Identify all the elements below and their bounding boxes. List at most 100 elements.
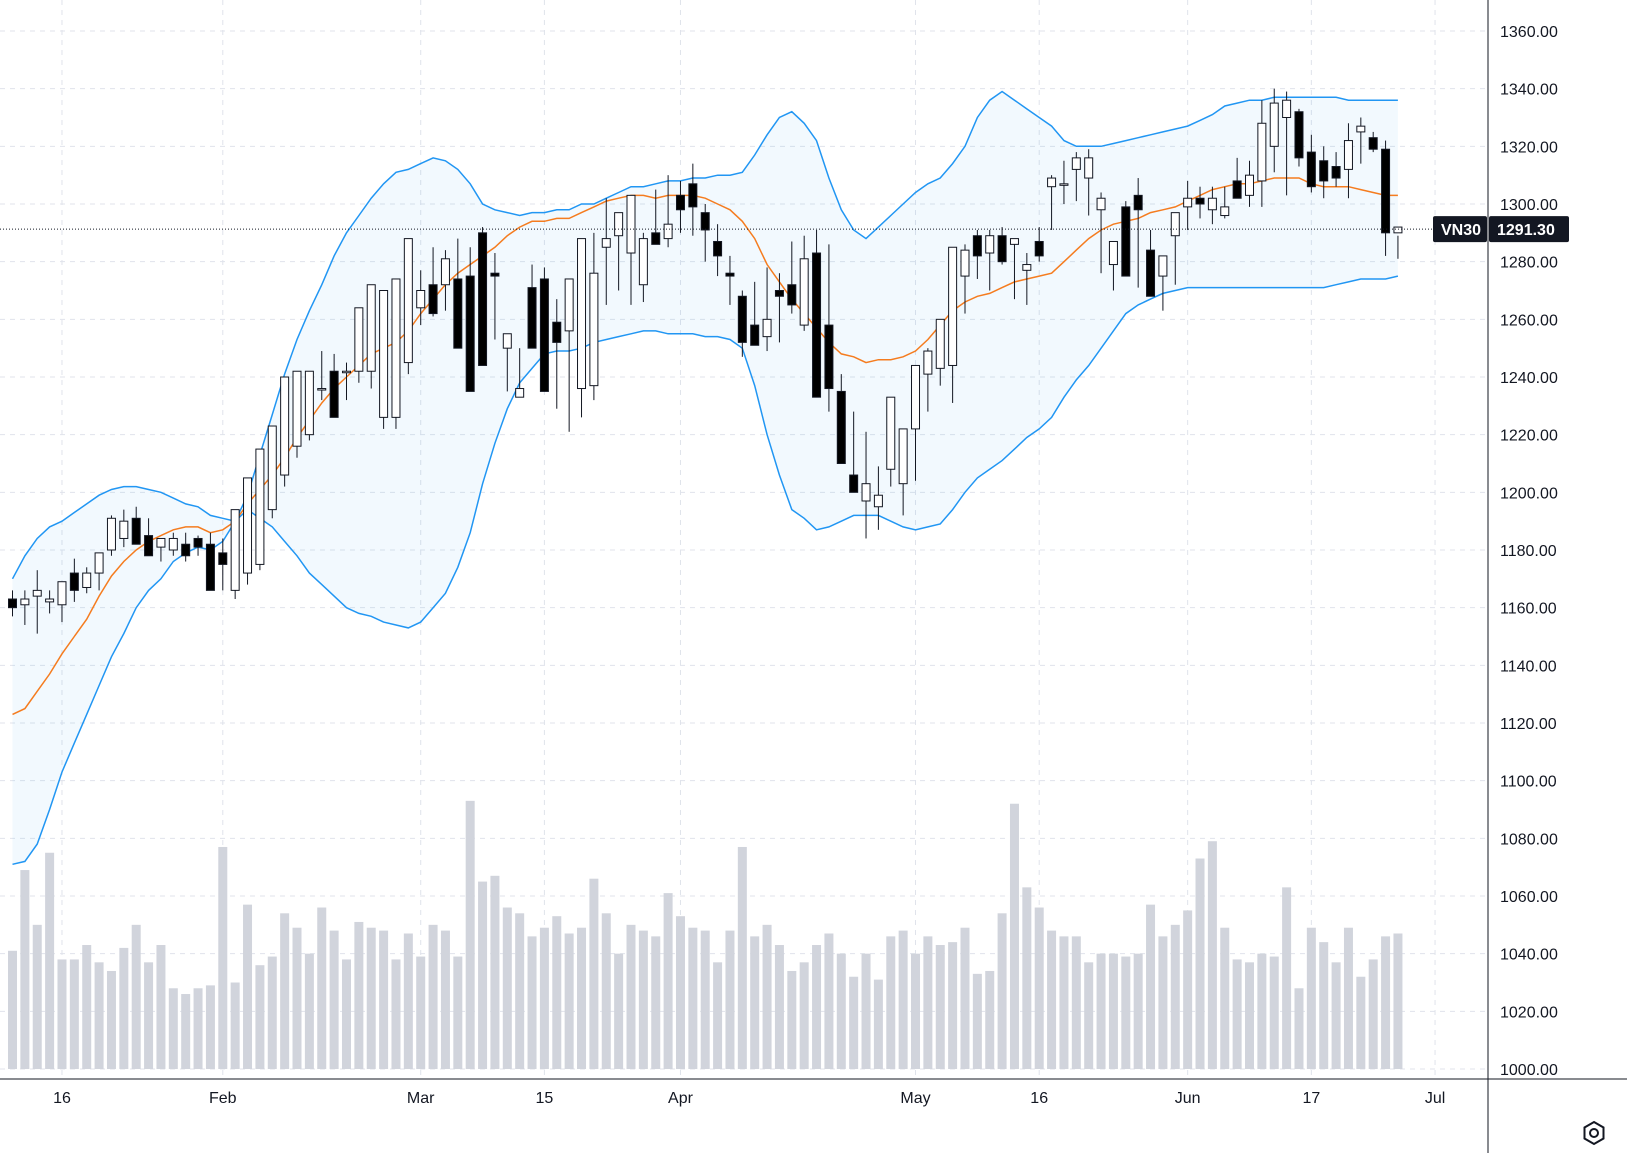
candle — [106, 515, 116, 556]
candle — [82, 567, 92, 594]
volume-bar — [230, 982, 240, 1069]
candle-body — [1381, 148, 1391, 234]
candle — [799, 235, 809, 331]
volume-bar — [317, 907, 327, 1069]
volume-bar — [1343, 927, 1353, 1069]
candle-body — [577, 238, 587, 390]
candle-body — [354, 307, 364, 372]
volume-bar — [156, 945, 166, 1069]
candle — [972, 229, 982, 279]
volume-bar — [168, 988, 178, 1069]
candle — [638, 232, 648, 303]
candle — [985, 229, 995, 291]
candle — [1183, 180, 1193, 230]
x-tick-label: 15 — [536, 1090, 554, 1107]
candle-body — [1158, 255, 1168, 277]
volume-bar — [1245, 962, 1254, 1069]
candle — [515, 348, 525, 398]
candle-body — [366, 284, 376, 372]
candle-body — [873, 494, 883, 508]
candle-body — [205, 543, 215, 591]
candle — [218, 538, 228, 591]
volume-bar — [205, 985, 215, 1069]
volume-bar — [935, 945, 945, 1069]
x-tick-label: Feb — [209, 1090, 237, 1107]
candle — [1343, 123, 1353, 199]
candle — [465, 247, 475, 392]
candle — [663, 175, 673, 248]
volume-bar — [1158, 936, 1168, 1069]
candle — [1009, 238, 1019, 300]
candle-body — [32, 589, 42, 597]
candle-body — [94, 552, 104, 574]
chart-settings-button[interactable] — [1578, 1117, 1610, 1149]
candle-body — [1356, 125, 1366, 133]
candle-body — [1183, 197, 1193, 208]
candle — [1257, 100, 1267, 207]
candle-body — [156, 537, 166, 548]
volume-bar — [700, 930, 710, 1069]
candle — [391, 278, 401, 429]
candle-body — [1294, 111, 1304, 159]
candle — [428, 247, 438, 317]
volume-bar — [465, 800, 475, 1069]
x-tick-label: May — [900, 1090, 930, 1107]
candle — [911, 364, 921, 481]
candle-body — [824, 324, 834, 390]
y-tick-label: 1300.00 — [1500, 197, 1558, 214]
volume-bar — [292, 927, 302, 1069]
volume-bar — [601, 913, 611, 1069]
candle-body — [1108, 240, 1118, 266]
candle — [1146, 229, 1156, 297]
y-tick-label: 1220.00 — [1500, 428, 1558, 445]
candle-body — [440, 258, 450, 286]
volume-bar — [985, 970, 995, 1069]
volume-bar — [391, 959, 401, 1069]
candle — [32, 570, 42, 634]
candle — [836, 374, 846, 464]
volume-bar — [280, 913, 290, 1069]
candle — [181, 532, 191, 562]
volume-bar — [725, 930, 735, 1069]
volume-bar — [861, 953, 871, 1069]
candle — [1356, 117, 1366, 164]
volume-bar — [614, 953, 624, 1069]
y-tick-label: 1080.00 — [1500, 831, 1558, 848]
volume-bar — [1084, 962, 1094, 1069]
candle — [750, 281, 760, 346]
y-tick-label: 1020.00 — [1500, 1004, 1558, 1021]
band-fill — [12, 91, 1398, 865]
settings-icon — [1583, 1120, 1605, 1146]
candle — [1170, 212, 1180, 285]
candle-body — [663, 223, 673, 240]
x-tick-label: 16 — [53, 1090, 71, 1107]
candle — [1034, 227, 1044, 262]
y-tick-label: 1060.00 — [1500, 889, 1558, 906]
volume-bar — [651, 936, 661, 1069]
volume-bar — [341, 959, 351, 1069]
volume-bar — [478, 881, 488, 1069]
volume-bar — [886, 936, 896, 1069]
y-tick-label: 1340.00 — [1500, 82, 1558, 99]
candle-body — [601, 238, 611, 248]
volume-bar — [1170, 924, 1180, 1069]
candle-body — [539, 278, 549, 392]
candle — [292, 370, 302, 458]
candle — [539, 267, 549, 392]
candle — [614, 212, 624, 291]
candle-body — [329, 370, 339, 418]
y-tick-label: 1000.00 — [1500, 1062, 1558, 1079]
candle-body — [1331, 166, 1341, 179]
y-tick-label: 1240.00 — [1500, 370, 1558, 387]
candle — [1121, 201, 1131, 277]
candle-body — [131, 517, 141, 545]
volume-bar — [440, 930, 450, 1069]
volume-bar — [1059, 936, 1069, 1069]
candle — [131, 506, 141, 545]
candle — [527, 264, 537, 349]
y-tick-label: 1260.00 — [1500, 312, 1558, 329]
candle — [564, 278, 574, 432]
candle — [193, 535, 203, 556]
